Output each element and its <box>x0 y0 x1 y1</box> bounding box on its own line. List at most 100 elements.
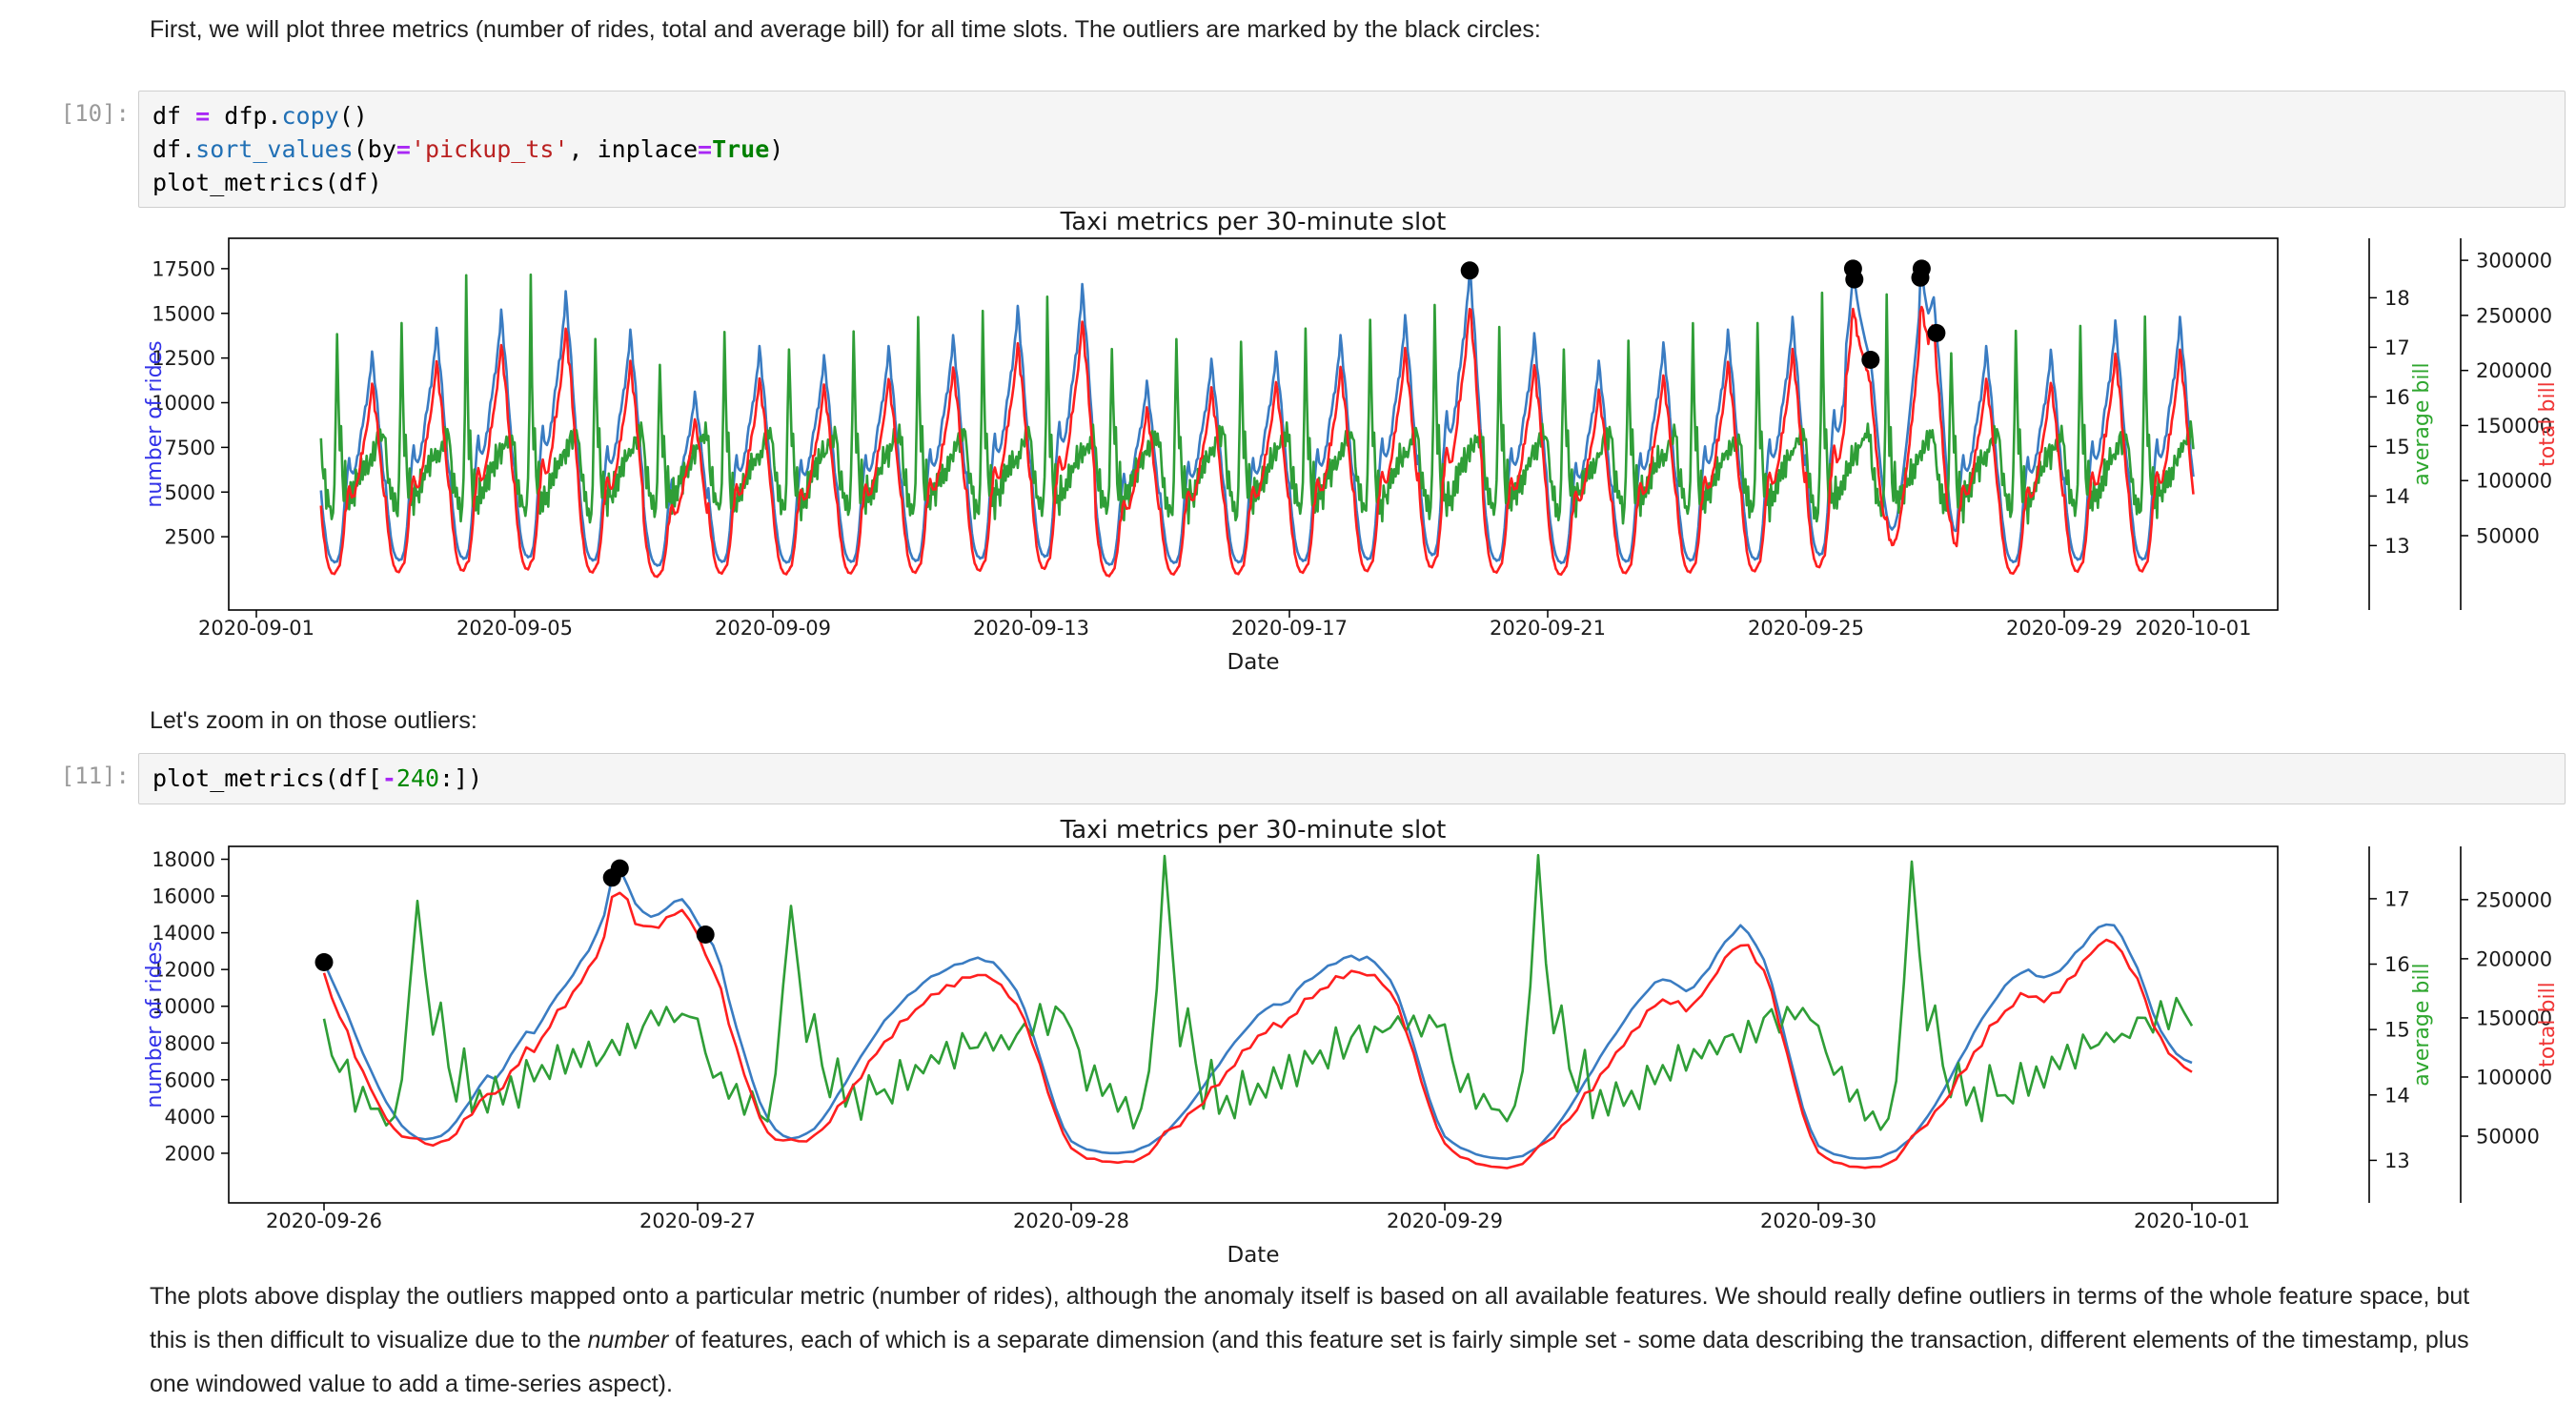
code-token: = <box>396 135 411 163</box>
code-token: dfp. <box>210 102 282 130</box>
svg-text:18: 18 <box>2384 287 2410 310</box>
svg-text:2020-09-13: 2020-09-13 <box>973 617 1089 640</box>
svg-text:250000: 250000 <box>2476 888 2552 911</box>
svg-text:2020-09-21: 2020-09-21 <box>1490 617 1606 640</box>
svg-text:4000: 4000 <box>165 1106 215 1129</box>
svg-text:2020-09-17: 2020-09-17 <box>1231 617 1348 640</box>
code-token: df. <box>152 135 196 163</box>
svg-text:16: 16 <box>2384 386 2410 409</box>
svg-text:300000: 300000 <box>2476 250 2552 273</box>
svg-text:8000: 8000 <box>165 1032 215 1055</box>
svg-text:2020-09-29: 2020-09-29 <box>2006 617 2122 640</box>
svg-text:Date: Date <box>1227 1243 1280 1268</box>
code-token: (by <box>353 135 396 163</box>
outlier-marker <box>1460 261 1479 280</box>
svg-text:15: 15 <box>2384 436 2410 458</box>
outro-text-italic: number <box>587 1327 669 1353</box>
svg-text:17500: 17500 <box>152 257 215 280</box>
code-token: = <box>698 135 713 163</box>
outlier-marker <box>1927 323 1946 342</box>
code-editor-11[interactable]: plot_metrics(df[-240:]) <box>139 754 2565 803</box>
code-token: copy <box>281 102 339 130</box>
svg-text:16: 16 <box>2384 953 2410 976</box>
svg-text:2020-09-09: 2020-09-09 <box>715 617 831 640</box>
outlier-marker <box>1861 351 1880 369</box>
svg-text:15000: 15000 <box>152 302 215 325</box>
svg-text:14: 14 <box>2384 485 2410 508</box>
code-token: = <box>195 102 211 130</box>
outlier-marker <box>696 926 715 944</box>
svg-text:2020-10-01: 2020-10-01 <box>2135 617 2251 640</box>
svg-text:12500: 12500 <box>152 347 215 370</box>
svg-text:16000: 16000 <box>152 885 215 908</box>
svg-text:2020-09-05: 2020-09-05 <box>456 617 573 640</box>
code-token: 240 <box>396 764 440 792</box>
chart-taxi-metrics-full: Taxi metrics per 30-minute slot 2500 5000 7… <box>143 208 2576 684</box>
svg-text:average bill: average bill <box>2410 362 2434 485</box>
code-cell-10[interactable]: df = dfp.copy() df.sort_values(by='picku… <box>138 91 2566 208</box>
code-token: plot_metrics(df[ <box>152 764 382 792</box>
svg-text:13: 13 <box>2384 1149 2410 1172</box>
code-token: sort_values <box>195 135 354 163</box>
svg-text:100000: 100000 <box>2476 470 2552 493</box>
outlier-marker <box>1845 270 1864 289</box>
svg-text:total bill: total bill <box>2536 982 2560 1068</box>
code-token: plot_metrics(df) <box>152 169 382 196</box>
code-token: df <box>152 102 196 130</box>
svg-text:15: 15 <box>2384 1019 2410 1042</box>
markdown-intro: First, we will plot three metrics (numbe… <box>150 16 1541 43</box>
svg-text:250000: 250000 <box>2476 304 2552 327</box>
svg-text:17: 17 <box>2384 336 2410 359</box>
code-token: () <box>338 102 368 130</box>
execution-prompt-10: [10]: <box>60 100 130 127</box>
markdown-zoom-note: Let's zoom in on those outliers: <box>150 707 477 734</box>
svg-text:17: 17 <box>2384 887 2410 910</box>
code-token: 'pickup_ts' <box>410 135 569 163</box>
code-token: True <box>712 135 770 163</box>
svg-text:50000: 50000 <box>2476 525 2540 548</box>
execution-prompt-11: [11]: <box>60 763 130 789</box>
svg-text:14: 14 <box>2384 1084 2410 1107</box>
svg-text:2020-09-27: 2020-09-27 <box>639 1210 756 1232</box>
code-token: - <box>381 764 396 792</box>
svg-text:Date: Date <box>1227 650 1280 675</box>
svg-text:12000: 12000 <box>152 959 215 982</box>
taxi-metrics-chart-1: Taxi metrics per 30-minute slot 2500 5000 7… <box>143 208 2576 684</box>
outlier-marker <box>314 953 334 971</box>
svg-text:150000: 150000 <box>2476 1007 2552 1029</box>
outlier-marker <box>610 859 629 878</box>
svg-text:2020-10-01: 2020-10-01 <box>2134 1210 2250 1232</box>
code-cell-11[interactable]: plot_metrics(df[-240:]) <box>138 753 2566 804</box>
svg-text:number of rides: number of rides <box>143 340 167 507</box>
svg-text:total bill: total bill <box>2536 381 2560 467</box>
svg-text:6000: 6000 <box>165 1068 215 1091</box>
svg-text:2020-09-01: 2020-09-01 <box>198 617 314 640</box>
svg-text:2500: 2500 <box>165 526 215 549</box>
svg-text:50000: 50000 <box>2476 1126 2540 1149</box>
svg-text:7500: 7500 <box>165 437 215 459</box>
svg-text:2020-09-29: 2020-09-29 <box>1387 1210 1503 1232</box>
code-token: ) <box>769 135 784 163</box>
code-token: , inplace <box>568 135 698 163</box>
svg-text:Taxi metrics per 30-minute slo: Taxi metrics per 30-minute slot <box>1060 212 1447 236</box>
outro-text-2: of features, each of which is a separate… <box>150 1327 2469 1397</box>
svg-text:13: 13 <box>2384 535 2410 558</box>
code-editor-10[interactable]: df = dfp.copy() df.sort_values(by='picku… <box>139 92 2565 207</box>
svg-text:average bill: average bill <box>2410 963 2434 1086</box>
outro-text-1: The plots above display the outliers map… <box>150 1283 2470 1353</box>
svg-text:2000: 2000 <box>165 1142 215 1165</box>
svg-text:2020-09-30: 2020-09-30 <box>1760 1210 1876 1232</box>
svg-text:10000: 10000 <box>152 392 215 415</box>
svg-text:Taxi metrics per 30-minute slo: Taxi metrics per 30-minute slot <box>1060 818 1447 844</box>
taxi-metrics-chart-2: Taxi metrics per 30-minute slot 2000 4000 6… <box>143 816 2576 1273</box>
code-token: :]) <box>439 764 483 792</box>
svg-text:18000: 18000 <box>152 848 215 871</box>
svg-text:200000: 200000 <box>2476 359 2552 382</box>
svg-text:100000: 100000 <box>2476 1066 2552 1088</box>
svg-text:5000: 5000 <box>165 481 215 504</box>
markdown-outro: The plots above display the outliers map… <box>150 1274 2489 1406</box>
svg-text:2020-09-28: 2020-09-28 <box>1013 1210 1129 1232</box>
svg-text:2020-09-25: 2020-09-25 <box>1748 617 1864 640</box>
svg-text:2020-09-26: 2020-09-26 <box>266 1210 382 1232</box>
